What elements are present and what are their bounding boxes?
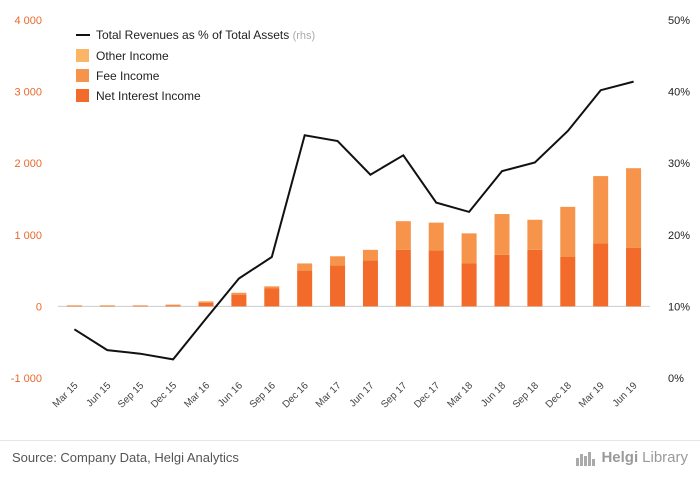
bar-fee-income	[527, 219, 543, 250]
x-tick-label: Jun 15	[84, 380, 113, 409]
right-tick-label: 10%	[668, 301, 690, 313]
x-tick-label: Dec 15	[149, 380, 179, 410]
legend-label-line-note: (rhs)	[293, 30, 316, 42]
bar-fee-income	[99, 305, 115, 306]
chart: -1 000 0 1 000 2 000 3 000 4 000 0% 10% 20% 30% 4…	[11, 15, 690, 411]
left-tick-label: 4 000	[14, 15, 42, 27]
bar-net-interest-income	[626, 247, 642, 307]
right-axis-ticks: 0% 10% 20% 30% 40% 50%	[668, 15, 690, 385]
bar-fee-income	[198, 301, 214, 303]
bar-fee-income	[297, 263, 313, 271]
bar-net-interest-income	[461, 263, 477, 307]
bar-fee-income	[560, 206, 576, 257]
left-tick-label: 1 000	[14, 230, 42, 242]
bar-net-interest-income	[297, 270, 313, 307]
x-tick-label: Mar 18	[445, 380, 475, 410]
bar-net-interest-income	[165, 305, 181, 307]
bar-fee-income	[494, 214, 510, 255]
bar-net-interest-income	[560, 256, 576, 307]
x-tick-label: Jun 18	[479, 380, 508, 409]
bar-fee-income	[330, 256, 346, 266]
bar-fee-income	[264, 286, 280, 289]
bar-fee-income	[231, 292, 247, 295]
bar-fee-income	[66, 305, 82, 306]
right-tick-label: 20%	[668, 230, 690, 242]
bar-net-interest-income	[330, 265, 346, 307]
bar-net-interest-income	[428, 250, 444, 307]
bar-net-interest-income	[494, 254, 510, 307]
bar-net-interest-income	[527, 249, 543, 307]
legend-label-fee-income: Fee Income	[96, 69, 160, 83]
bar-net-interest-income	[362, 260, 378, 307]
bar-fee-income	[461, 233, 477, 264]
x-tick-label: Jun 19	[611, 380, 640, 409]
right-tick-label: 50%	[668, 15, 690, 27]
x-tick-label: Dec 17	[412, 380, 442, 410]
logo-text-part2: Library	[642, 449, 688, 466]
legend-label-net-interest-income: Net Interest Income	[96, 89, 201, 103]
x-tick-label: Mar 16	[182, 380, 212, 410]
bar-net-interest-income	[99, 305, 115, 307]
bar-net-interest-income	[395, 249, 411, 307]
logo-text-part1: Helgi	[601, 449, 639, 466]
x-tick-label: Sep 17	[379, 380, 409, 410]
x-tick-label: Mar 19	[577, 380, 607, 410]
legend-swatch-net-interest-income	[76, 89, 89, 102]
x-axis-ticks: Mar 15 Jun 15 Sep 15 Dec 15 Mar 16 Jun 16 Sep …	[51, 380, 640, 411]
legend-label-line: Total Revenues as % of Total Assets (rhs…	[96, 28, 315, 42]
bars	[66, 168, 642, 307]
bar-fee-income	[165, 304, 181, 306]
source-note: Source: Company Data, Helgi Analytics	[12, 450, 239, 465]
right-tick-label: 0%	[668, 373, 684, 385]
right-tick-label: 40%	[668, 87, 690, 99]
legend: Total Revenues as % of Total Assets (rhs…	[76, 28, 315, 103]
x-tick-label: Jun 17	[348, 380, 377, 409]
bar-fee-income	[593, 176, 609, 244]
bar-fee-income	[132, 305, 148, 306]
left-axis-ticks: -1 000 0 1 000 2 000 3 000 4 000	[11, 15, 42, 385]
left-tick-label: 0	[36, 301, 42, 313]
bar-net-interest-income	[66, 305, 82, 307]
x-tick-label: Dec 16	[281, 380, 311, 410]
legend-label-other-income: Other Income	[96, 49, 169, 63]
bar-fee-income	[362, 249, 378, 261]
legend-label-line-name: Total Revenues as % of Total Assets	[96, 28, 289, 42]
line-series-total-revenues-pct	[73, 80, 634, 361]
x-tick-label: Mar 15	[51, 380, 81, 410]
legend-swatch-fee-income	[76, 69, 89, 82]
bar-fee-income	[428, 222, 444, 251]
left-tick-label: -1 000	[11, 373, 42, 385]
bar-net-interest-income	[264, 288, 280, 307]
footer-divider	[0, 440, 700, 441]
right-tick-label: 30%	[668, 158, 690, 170]
bar-net-interest-income	[593, 243, 609, 307]
x-tick-label: Mar 17	[314, 380, 344, 410]
city-skyline-icon	[576, 451, 596, 466]
bar-net-interest-income	[231, 294, 247, 307]
bar-net-interest-income	[198, 302, 214, 307]
x-tick-label: Jun 16	[216, 380, 245, 409]
x-tick-label: Sep 18	[511, 380, 541, 410]
helgi-library-logo: Helgi Library	[575, 449, 688, 466]
bar-net-interest-income	[132, 305, 148, 307]
bar-fee-income	[395, 221, 411, 250]
left-tick-label: 3 000	[14, 87, 42, 99]
left-tick-label: 2 000	[14, 158, 42, 170]
x-tick-label: Sep 15	[116, 380, 146, 410]
x-tick-label: Dec 18	[544, 380, 574, 410]
legend-swatch-other-income	[76, 49, 89, 62]
bar-fee-income	[626, 168, 642, 248]
x-tick-label: Sep 16	[248, 380, 278, 410]
